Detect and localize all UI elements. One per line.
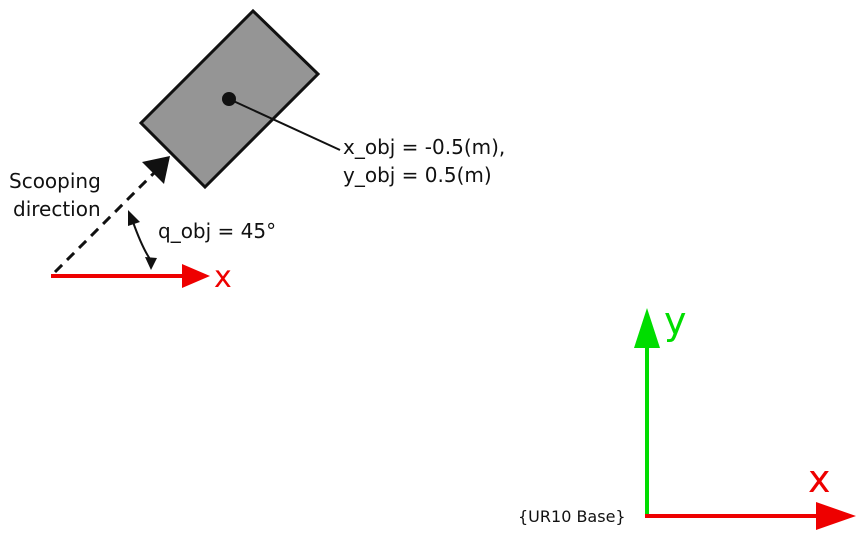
angle-label: q_obj = 45° — [158, 219, 276, 243]
angle-arc-arrowhead-top — [128, 210, 140, 226]
position-leader-line — [228, 98, 341, 151]
object-position-y: y_obj = 0.5(m) — [343, 163, 492, 187]
base-x-axis-arrowhead — [816, 502, 856, 530]
scooping-direction-label-2: direction — [13, 197, 101, 221]
angle-arc — [132, 221, 153, 263]
local-x-label: x — [214, 260, 232, 295]
object-position-x: x_obj = -0.5(m), — [343, 135, 505, 159]
base-x-label: x — [808, 457, 831, 501]
base-y-label: y — [664, 299, 687, 343]
angle-arc-arrowhead-bottom — [145, 257, 157, 270]
base-frame-label: {UR10 Base} — [518, 507, 626, 526]
scooping-direction-label-1: Scooping — [9, 169, 101, 193]
scooping-direction-arrowhead — [142, 156, 170, 184]
base-y-axis-arrowhead — [634, 308, 660, 348]
local-x-axis-arrowhead — [182, 264, 210, 288]
scooping-direction-line — [53, 169, 158, 274]
